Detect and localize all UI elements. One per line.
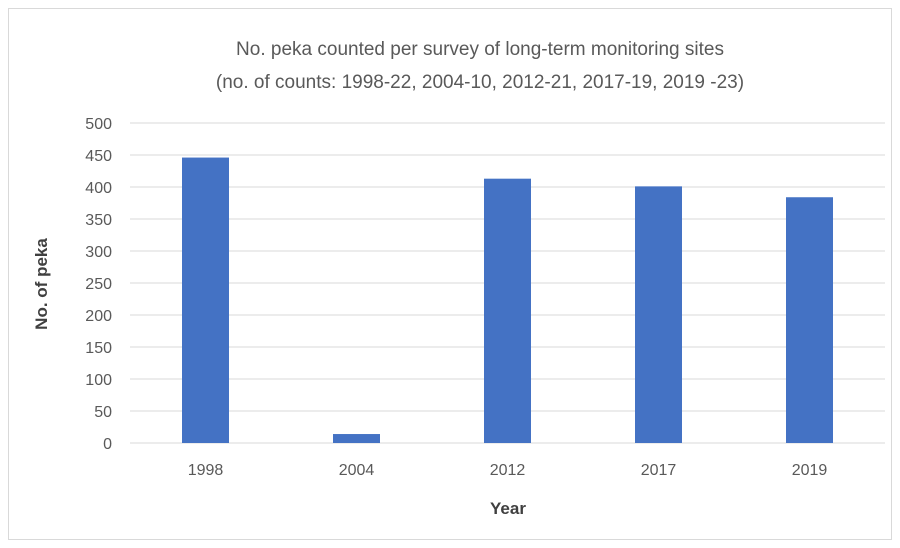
bar-2012 (484, 178, 531, 443)
chart-subtitle: (no. of counts: 1998-22, 2004-10, 2012-2… (216, 72, 744, 93)
y-tick-label: 350 (85, 212, 112, 229)
x-axis-ticks: 1998 2004 2012 2017 2019 (188, 462, 828, 479)
chart-frame (8, 8, 892, 540)
y-tick-label: 250 (85, 276, 112, 293)
x-tick-label: 2019 (792, 462, 828, 479)
x-tick-label: 2012 (490, 462, 526, 479)
y-tick-label: 500 (85, 116, 112, 133)
y-tick-label: 100 (85, 372, 112, 389)
y-tick-label: 400 (85, 180, 112, 197)
x-tick-label: 2017 (641, 462, 677, 479)
y-tick-label: 150 (85, 340, 112, 357)
x-axis-title: Year (490, 499, 526, 518)
bar-2017 (635, 186, 682, 444)
bar-2019 (786, 197, 833, 443)
bar-1998 (182, 157, 229, 443)
y-tick-label: 450 (85, 148, 112, 165)
x-tick-label: 2004 (339, 462, 375, 479)
bars (182, 157, 833, 444)
y-tick-label: 200 (85, 308, 112, 325)
chart-title: No. peka counted per survey of long-term… (236, 39, 724, 60)
y-tick-label: 300 (85, 244, 112, 261)
bar-2004 (333, 434, 380, 443)
y-axis-ticks: 0 50 100 150 200 250 300 350 400 450 500 (85, 116, 112, 453)
y-axis-title: No. of peka (32, 238, 51, 330)
y-tick-label: 50 (94, 404, 112, 421)
x-tick-label: 1998 (188, 462, 224, 479)
y-tick-label: 0 (103, 436, 112, 453)
